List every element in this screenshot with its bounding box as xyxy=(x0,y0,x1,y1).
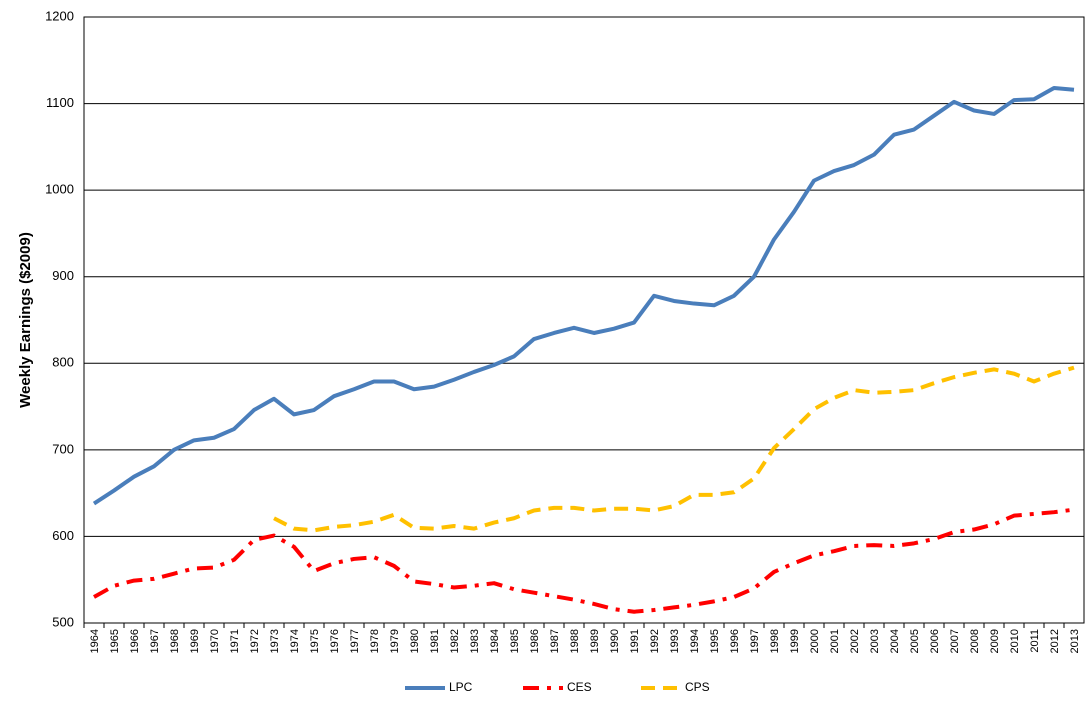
x-tick-label: 1973 xyxy=(269,629,281,653)
x-tick-label: 1974 xyxy=(289,629,301,653)
x-tick-label: 2013 xyxy=(1069,629,1081,653)
x-tick-label: 1988 xyxy=(569,629,581,653)
x-tick-label: 1964 xyxy=(89,629,101,653)
x-tick-label: 1969 xyxy=(189,629,201,653)
x-tick-label: 1972 xyxy=(249,629,261,653)
x-tick-label: 1996 xyxy=(729,629,741,653)
legend-label: LPC xyxy=(449,680,473,694)
x-tick-label: 1993 xyxy=(669,629,681,653)
x-tick-label: 1985 xyxy=(509,629,521,653)
y-tick-label: 1100 xyxy=(46,95,74,110)
x-tick-label: 2010 xyxy=(1009,629,1021,653)
x-tick-label: 1965 xyxy=(109,629,121,653)
x-tick-label: 1997 xyxy=(749,629,761,653)
y-tick-label: 600 xyxy=(52,528,74,543)
x-tick-label: 2003 xyxy=(869,629,881,653)
plot-frame xyxy=(83,16,1085,624)
x-tick-label: 1971 xyxy=(229,629,241,653)
x-tick-label: 1989 xyxy=(589,629,601,653)
x-tick-label: 2012 xyxy=(1049,629,1061,653)
x-tick-label: 1982 xyxy=(449,629,461,653)
legend-label: CES xyxy=(567,680,592,694)
x-tick-label: 2008 xyxy=(969,629,981,653)
x-tick-label: 1981 xyxy=(429,629,441,653)
series-line xyxy=(273,365,1075,533)
x-tick-label: 1978 xyxy=(369,629,381,653)
y-tick-label: 900 xyxy=(52,268,74,283)
x-tick-label: 1984 xyxy=(489,629,501,653)
x-tick-label: 2004 xyxy=(889,629,901,653)
x-tick-label: 1994 xyxy=(689,629,701,653)
y-tick-label: 700 xyxy=(52,441,74,456)
x-tick-label: 1998 xyxy=(769,629,781,653)
x-tick-label: 1970 xyxy=(209,629,221,653)
x-tick-label: 1983 xyxy=(469,629,481,653)
x-tick-label: 1967 xyxy=(149,629,161,653)
x-tick-label: 1975 xyxy=(309,629,321,653)
x-tick-label: 1976 xyxy=(329,629,341,653)
y-tick-label: 1200 xyxy=(45,8,74,23)
y-tick-label: 500 xyxy=(52,614,74,629)
y-tick-label: 800 xyxy=(52,355,74,370)
x-tick-label: 1990 xyxy=(609,629,621,653)
x-tick-label: 2006 xyxy=(929,629,941,653)
x-tick-label: 2009 xyxy=(989,629,1001,653)
legend-label: CPS xyxy=(685,680,710,694)
series-line xyxy=(92,85,1075,506)
series-line xyxy=(93,507,1075,614)
x-tick-label: 2001 xyxy=(829,629,841,653)
x-tick-label: 1968 xyxy=(169,629,181,653)
x-tick-label: 1992 xyxy=(649,629,661,653)
x-tick-label: 2011 xyxy=(1029,629,1041,653)
x-tick-label: 1980 xyxy=(409,629,421,653)
x-tick-label: 1991 xyxy=(629,629,641,653)
x-tick-label: 1979 xyxy=(389,629,401,653)
x-tick-label: 1977 xyxy=(349,629,361,653)
x-tick-label: 1966 xyxy=(129,629,141,653)
y-axis-title: Weekly Earnings ($2009) xyxy=(17,232,34,408)
x-tick-label: 1999 xyxy=(789,629,801,653)
x-tick-label: 2005 xyxy=(909,629,921,653)
x-tick-label: 1986 xyxy=(529,629,541,653)
y-tick-label: 1000 xyxy=(45,182,74,197)
x-tick-label: 1987 xyxy=(549,629,561,653)
x-tick-label: 2007 xyxy=(949,629,961,653)
x-tick-label: 1995 xyxy=(709,629,721,653)
x-tick-label: 2000 xyxy=(809,629,821,653)
x-tick-label: 2002 xyxy=(849,629,861,653)
